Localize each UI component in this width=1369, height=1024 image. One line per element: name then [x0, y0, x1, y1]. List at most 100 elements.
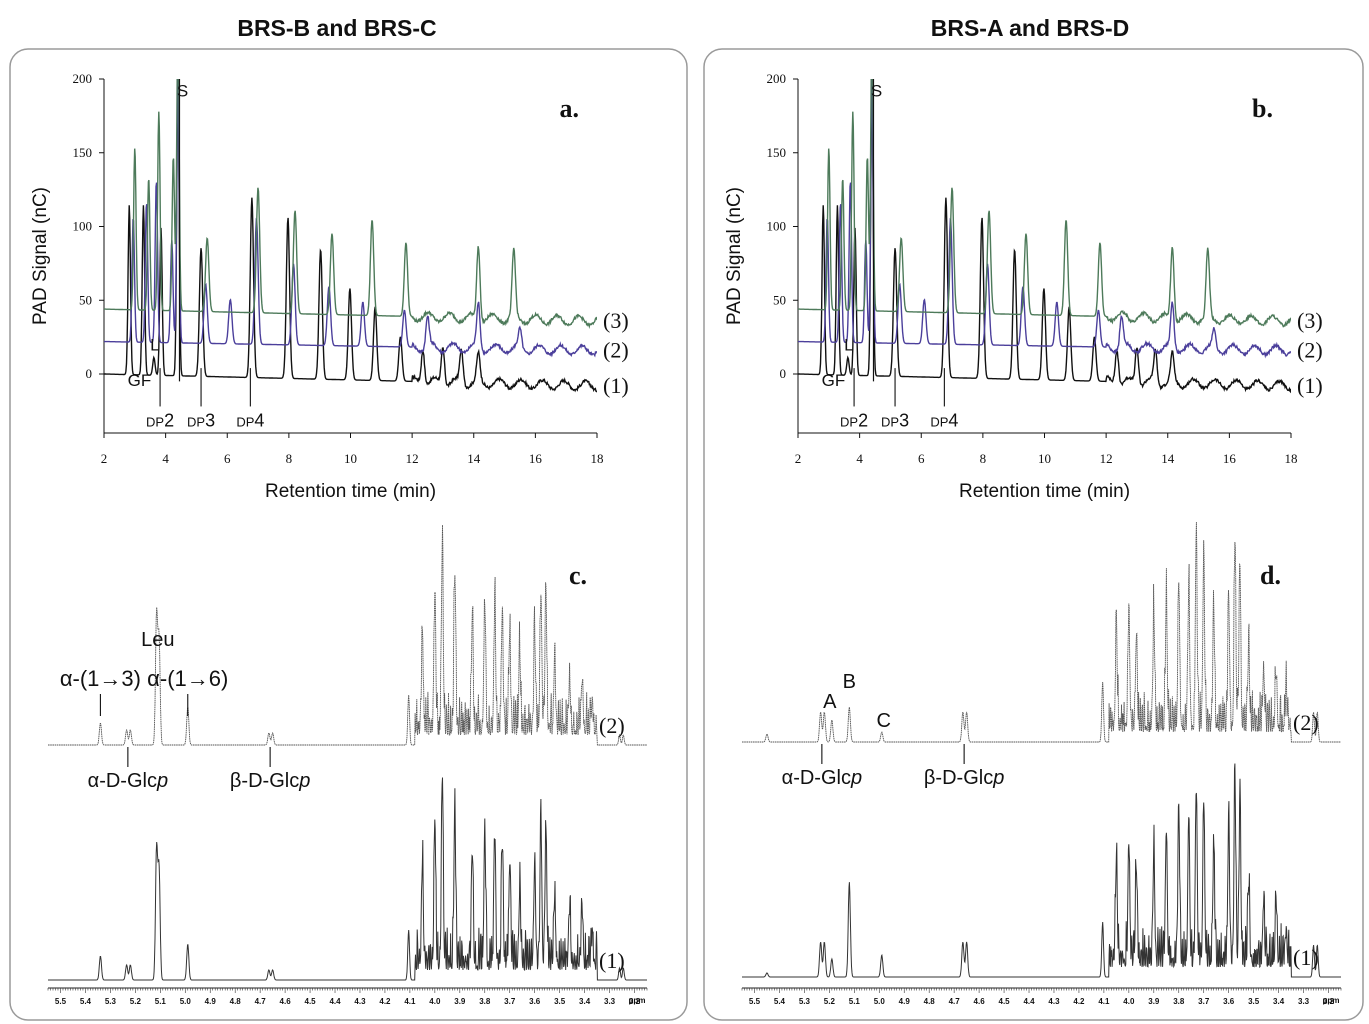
chromatogram-a: 2 4 6 8 10 12 14 16 18 0 50 100 150 200 Retention time…: [30, 71, 629, 502]
ppm-tick-label: 3.5: [1248, 997, 1260, 1006]
assignment-label: β-D-Glcp: [924, 767, 1004, 789]
y-tick-label: 100: [767, 219, 787, 234]
peak-label: DP4: [930, 410, 958, 430]
ppm-tick-label: 3.7: [1198, 997, 1210, 1006]
x-tick-label: 4: [856, 451, 863, 466]
frame-right: [703, 48, 1364, 1021]
ppm-tick-label: 5.1: [849, 997, 861, 1006]
spectrum-trace-2: [742, 521, 1341, 743]
y-tick-label: 150: [767, 145, 787, 160]
series-line-2: [798, 79, 1291, 359]
ppm-tick-label: 4.4: [329, 997, 341, 1006]
x-tick-label: 18: [1285, 451, 1298, 466]
title-left: BRS-B and BRS-C: [237, 15, 436, 41]
ppm-tick-label: 4.0: [429, 997, 441, 1006]
peak-label: GF: [822, 371, 846, 390]
ppm-tick-label: 5.3: [105, 997, 117, 1006]
ppm-tick-label: 5.5: [55, 997, 67, 1006]
assignment-label: α-(1→6): [147, 666, 228, 691]
assignment-label: α-(1→3): [60, 666, 141, 691]
x-tick-label: 18: [591, 451, 604, 466]
x-tick-label: 8: [980, 451, 987, 466]
nmr-spectrum-c: 5.5 5.4 5.3 5.2 5.1 5.0 4.9 4.8 4.7 4.6 4.5 4.4 4.3 4…: [47, 524, 648, 1006]
ppm-tick-label: 3.9: [454, 997, 466, 1006]
series-label: (2): [1297, 337, 1323, 362]
ppm-tick-label: 4.5: [305, 997, 317, 1006]
peak-label: L: [844, 335, 853, 354]
ppm-tick-label: 3.5: [554, 997, 566, 1006]
ppm-tick-label: 3.7: [504, 997, 516, 1006]
series-label: (1): [603, 373, 629, 398]
series-line-1: [104, 80, 597, 393]
x-tick-label: 2: [101, 451, 108, 466]
ppm-tick-label: 5.0: [874, 997, 886, 1006]
peak-label: DP3: [187, 410, 215, 430]
ppm-tick-label: 5.3: [799, 997, 811, 1006]
x-axis-label: Retention time (min): [959, 481, 1130, 502]
ppm-tick-label: 4.6: [280, 997, 292, 1006]
spectrum-trace-2: [48, 524, 647, 746]
x-tick-label: 4: [162, 451, 169, 466]
series-label: (1): [1297, 373, 1323, 398]
series-label: (3): [603, 308, 629, 333]
x-tick-label: 10: [1038, 451, 1051, 466]
spectrum-trace-1: [742, 763, 1341, 978]
peak-label: DP3: [881, 410, 909, 430]
series-label: (2): [603, 337, 629, 362]
peak-label: L: [150, 335, 159, 354]
ppm-axis-label: ppm: [629, 996, 646, 1005]
panel-letter: c.: [569, 561, 587, 590]
y-tick-label: 0: [780, 366, 787, 381]
x-tick-label: 16: [529, 451, 543, 466]
y-tick-label: 200: [73, 71, 93, 86]
x-tick-label: 2: [795, 451, 802, 466]
chromatogram-b: 2 4 6 8 10 12 14 16 18 0 50 100 150 200 Retention time…: [724, 71, 1323, 502]
y-axis-label: PAD Signal (nC): [30, 187, 51, 325]
ppm-tick-label: 4.8: [924, 997, 936, 1006]
ppm-tick-label: 3.3: [1298, 997, 1310, 1006]
ppm-tick-label: 3.6: [529, 997, 541, 1006]
x-tick-label: 6: [224, 451, 231, 466]
x-tick-label: 10: [344, 451, 357, 466]
ppm-tick-label: 4.7: [949, 997, 961, 1006]
ppm-tick-label: 4.4: [1023, 997, 1035, 1006]
panel-letter: a.: [560, 94, 580, 123]
peak-label: GF: [128, 371, 152, 390]
ppm-tick-label: 3.9: [1148, 997, 1160, 1006]
assignment-label: A: [823, 691, 837, 713]
y-tick-label: 150: [73, 145, 93, 160]
ppm-tick-label: 4.6: [974, 997, 986, 1006]
x-axis-label: Retention time (min): [265, 481, 436, 502]
x-tick-label: 6: [918, 451, 925, 466]
ppm-tick-label: 4.0: [1123, 997, 1135, 1006]
y-tick-label: 200: [767, 71, 787, 86]
x-tick-label: 14: [467, 451, 481, 466]
assignment-label: Leu: [141, 629, 174, 651]
ppm-tick-label: 3.8: [479, 997, 491, 1006]
ppm-tick-label: 4.2: [379, 997, 391, 1006]
y-tick-label: 100: [73, 219, 93, 234]
x-tick-label: 12: [406, 451, 419, 466]
ppm-tick-label: 5.1: [155, 997, 167, 1006]
ppm-tick-label: 5.2: [824, 997, 836, 1006]
assignment-label: B: [843, 671, 856, 693]
ppm-tick-label: 4.9: [899, 997, 911, 1006]
x-tick-label: 8: [286, 451, 293, 466]
y-tick-label: 50: [79, 292, 92, 307]
peak-label: S: [871, 82, 882, 101]
ppm-tick-label: 3.4: [579, 997, 591, 1006]
ppm-tick-label: 4.5: [999, 997, 1011, 1006]
ppm-tick-label: 5.4: [80, 997, 92, 1006]
peak-label: DP2: [840, 410, 868, 430]
ppm-tick-label: 4.3: [1048, 997, 1060, 1006]
ppm-tick-label: 5.5: [749, 997, 761, 1006]
y-tick-label: 0: [86, 366, 93, 381]
y-axis-label: PAD Signal (nC): [724, 187, 745, 325]
frame-left: [9, 48, 688, 1021]
y-tick-label: 50: [773, 292, 786, 307]
ppm-tick-label: 4.7: [255, 997, 267, 1006]
peak-label: S: [177, 82, 188, 101]
ppm-tick-label: 4.2: [1073, 997, 1085, 1006]
panel-letter: b.: [1252, 94, 1273, 123]
